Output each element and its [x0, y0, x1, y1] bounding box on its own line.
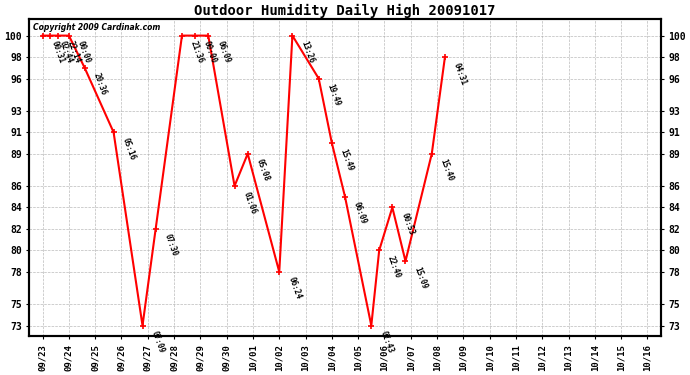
Text: 21:36: 21:36	[189, 40, 205, 64]
Text: 07:43: 07:43	[378, 330, 395, 354]
Text: 00:31: 00:31	[50, 40, 66, 64]
Text: 13:26: 13:26	[299, 40, 316, 64]
Text: 06:24: 06:24	[286, 276, 303, 301]
Text: 02:44: 02:44	[57, 40, 74, 64]
Text: 22:40: 22:40	[386, 255, 402, 279]
Text: 01:06: 01:06	[241, 190, 258, 215]
Title: Outdoor Humidity Daily High 20091017: Outdoor Humidity Daily High 20091017	[195, 4, 495, 18]
Text: 19:49: 19:49	[326, 83, 342, 108]
Text: 00:00: 00:00	[202, 40, 219, 64]
Text: 05:16: 05:16	[121, 136, 137, 161]
Text: 07:09: 07:09	[150, 330, 166, 354]
Text: 22:14: 22:14	[66, 40, 81, 64]
Text: 15:40: 15:40	[439, 158, 455, 183]
Text: 06:09: 06:09	[215, 40, 232, 64]
Text: 15:49: 15:49	[339, 147, 355, 172]
Text: 06:09: 06:09	[352, 201, 368, 226]
Text: 00:00: 00:00	[76, 40, 92, 64]
Text: 04:31: 04:31	[452, 61, 469, 86]
Text: 07:30: 07:30	[163, 233, 179, 258]
Text: 05:08: 05:08	[255, 158, 271, 183]
Text: 00:53: 00:53	[400, 211, 415, 236]
Text: Copyright 2009 Cardinak.com: Copyright 2009 Cardinak.com	[32, 22, 160, 32]
Text: 20:36: 20:36	[92, 72, 108, 97]
Text: 15:09: 15:09	[413, 265, 428, 290]
